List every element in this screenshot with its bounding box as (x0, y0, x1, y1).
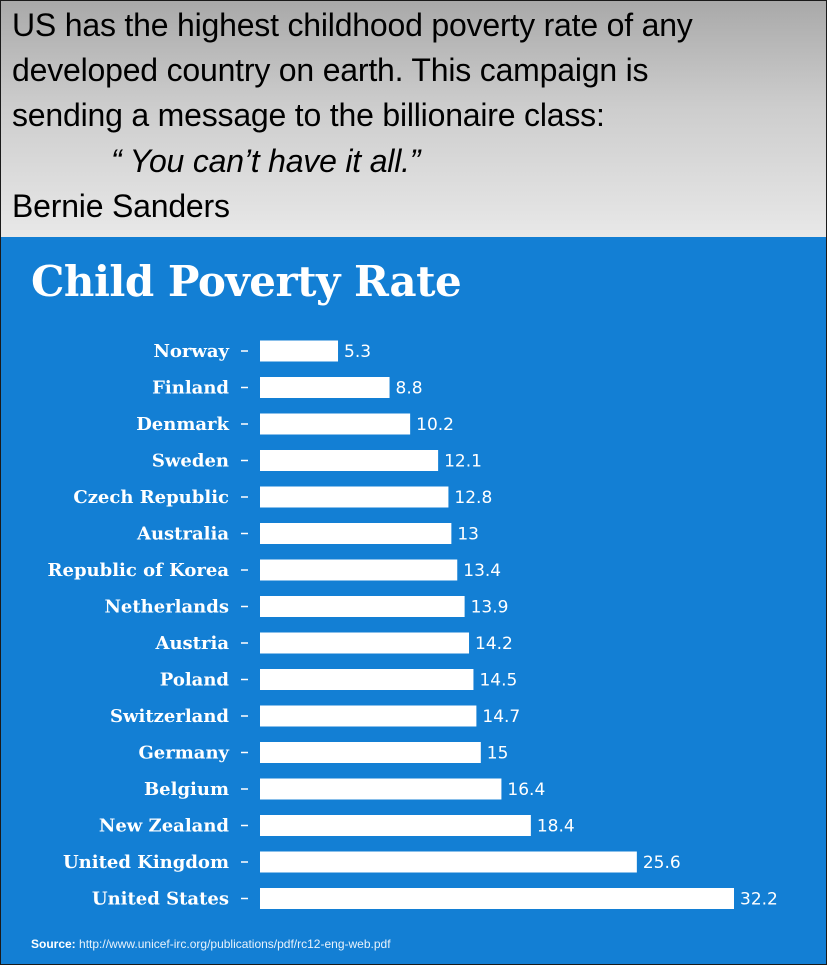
data-label: 14.7 (482, 707, 520, 727)
source-note: Source: http://www.unicef-irc.org/public… (31, 937, 391, 951)
category-label: Switzerland (110, 706, 229, 727)
bar (260, 632, 470, 654)
category-label: Republic of Korea (48, 560, 230, 581)
bar-chart: Norway 5.3 Finland 8.8 Denmark 10.2 Sweden 12.1… (48, 340, 778, 910)
bar (260, 413, 411, 435)
category-label: Austria (155, 633, 230, 654)
bar (260, 377, 390, 398)
data-label: 10.2 (416, 415, 454, 435)
category-label: Finland (152, 378, 229, 399)
header-line-2: developed country on earth. This campaig… (12, 52, 649, 88)
bar (260, 669, 474, 690)
category-label: United Kingdom (63, 852, 229, 873)
bar (260, 450, 439, 471)
data-label: 12.8 (454, 488, 492, 508)
data-label: 16.4 (507, 780, 545, 800)
data-label: 32.2 (740, 890, 778, 910)
bar (260, 851, 637, 873)
category-label: Netherlands (104, 597, 229, 618)
bar (260, 523, 452, 544)
category-label: Norway (153, 341, 229, 362)
header-line-1: US has the highest childhood poverty rat… (12, 7, 693, 43)
data-label: 18.4 (537, 817, 575, 837)
bar (260, 815, 531, 836)
category-label: Belgium (144, 779, 229, 800)
bar (260, 559, 458, 581)
data-label: 14.2 (475, 634, 513, 654)
quote-header: US has the highest childhood poverty rat… (1, 1, 826, 237)
data-label: 14.5 (479, 671, 517, 691)
category-label: Poland (160, 670, 230, 691)
bar (260, 778, 502, 800)
category-label: Denmark (136, 414, 229, 435)
category-label: Czech Republic (73, 487, 229, 508)
category-label: Germany (138, 743, 229, 764)
category-label: Sweden (152, 451, 229, 472)
data-label: 13.9 (471, 598, 509, 618)
data-label: 8.8 (396, 379, 423, 399)
bar (260, 340, 339, 362)
bar (260, 596, 465, 617)
category-label: United States (92, 889, 229, 910)
bar (260, 888, 734, 909)
source-url: http://www.unicef-irc.org/publications/p… (79, 937, 391, 951)
data-label: 5.3 (344, 342, 371, 362)
bar (260, 705, 477, 727)
data-label: 13 (457, 525, 479, 545)
bar (260, 486, 449, 508)
header-quote: “ You can’t have it all.” (111, 143, 421, 179)
data-label: 13.4 (463, 561, 501, 581)
data-label: 15 (487, 744, 509, 764)
bar (260, 742, 481, 763)
data-label: 25.6 (643, 853, 681, 873)
data-label: 12.1 (444, 452, 482, 472)
category-label: Australia (136, 524, 229, 545)
category-label: New Zealand (99, 816, 230, 837)
header-line-3: sending a message to the billionaire cla… (12, 97, 605, 133)
chart-panel: Norway 5.3 Finland 8.8 Denmark 10.2 Sweden 12.1… (1, 237, 826, 964)
quote-attribution: Bernie Sanders (12, 188, 230, 224)
source-label: Source: (31, 937, 76, 951)
chart-title: Child Poverty Rate (31, 257, 462, 306)
